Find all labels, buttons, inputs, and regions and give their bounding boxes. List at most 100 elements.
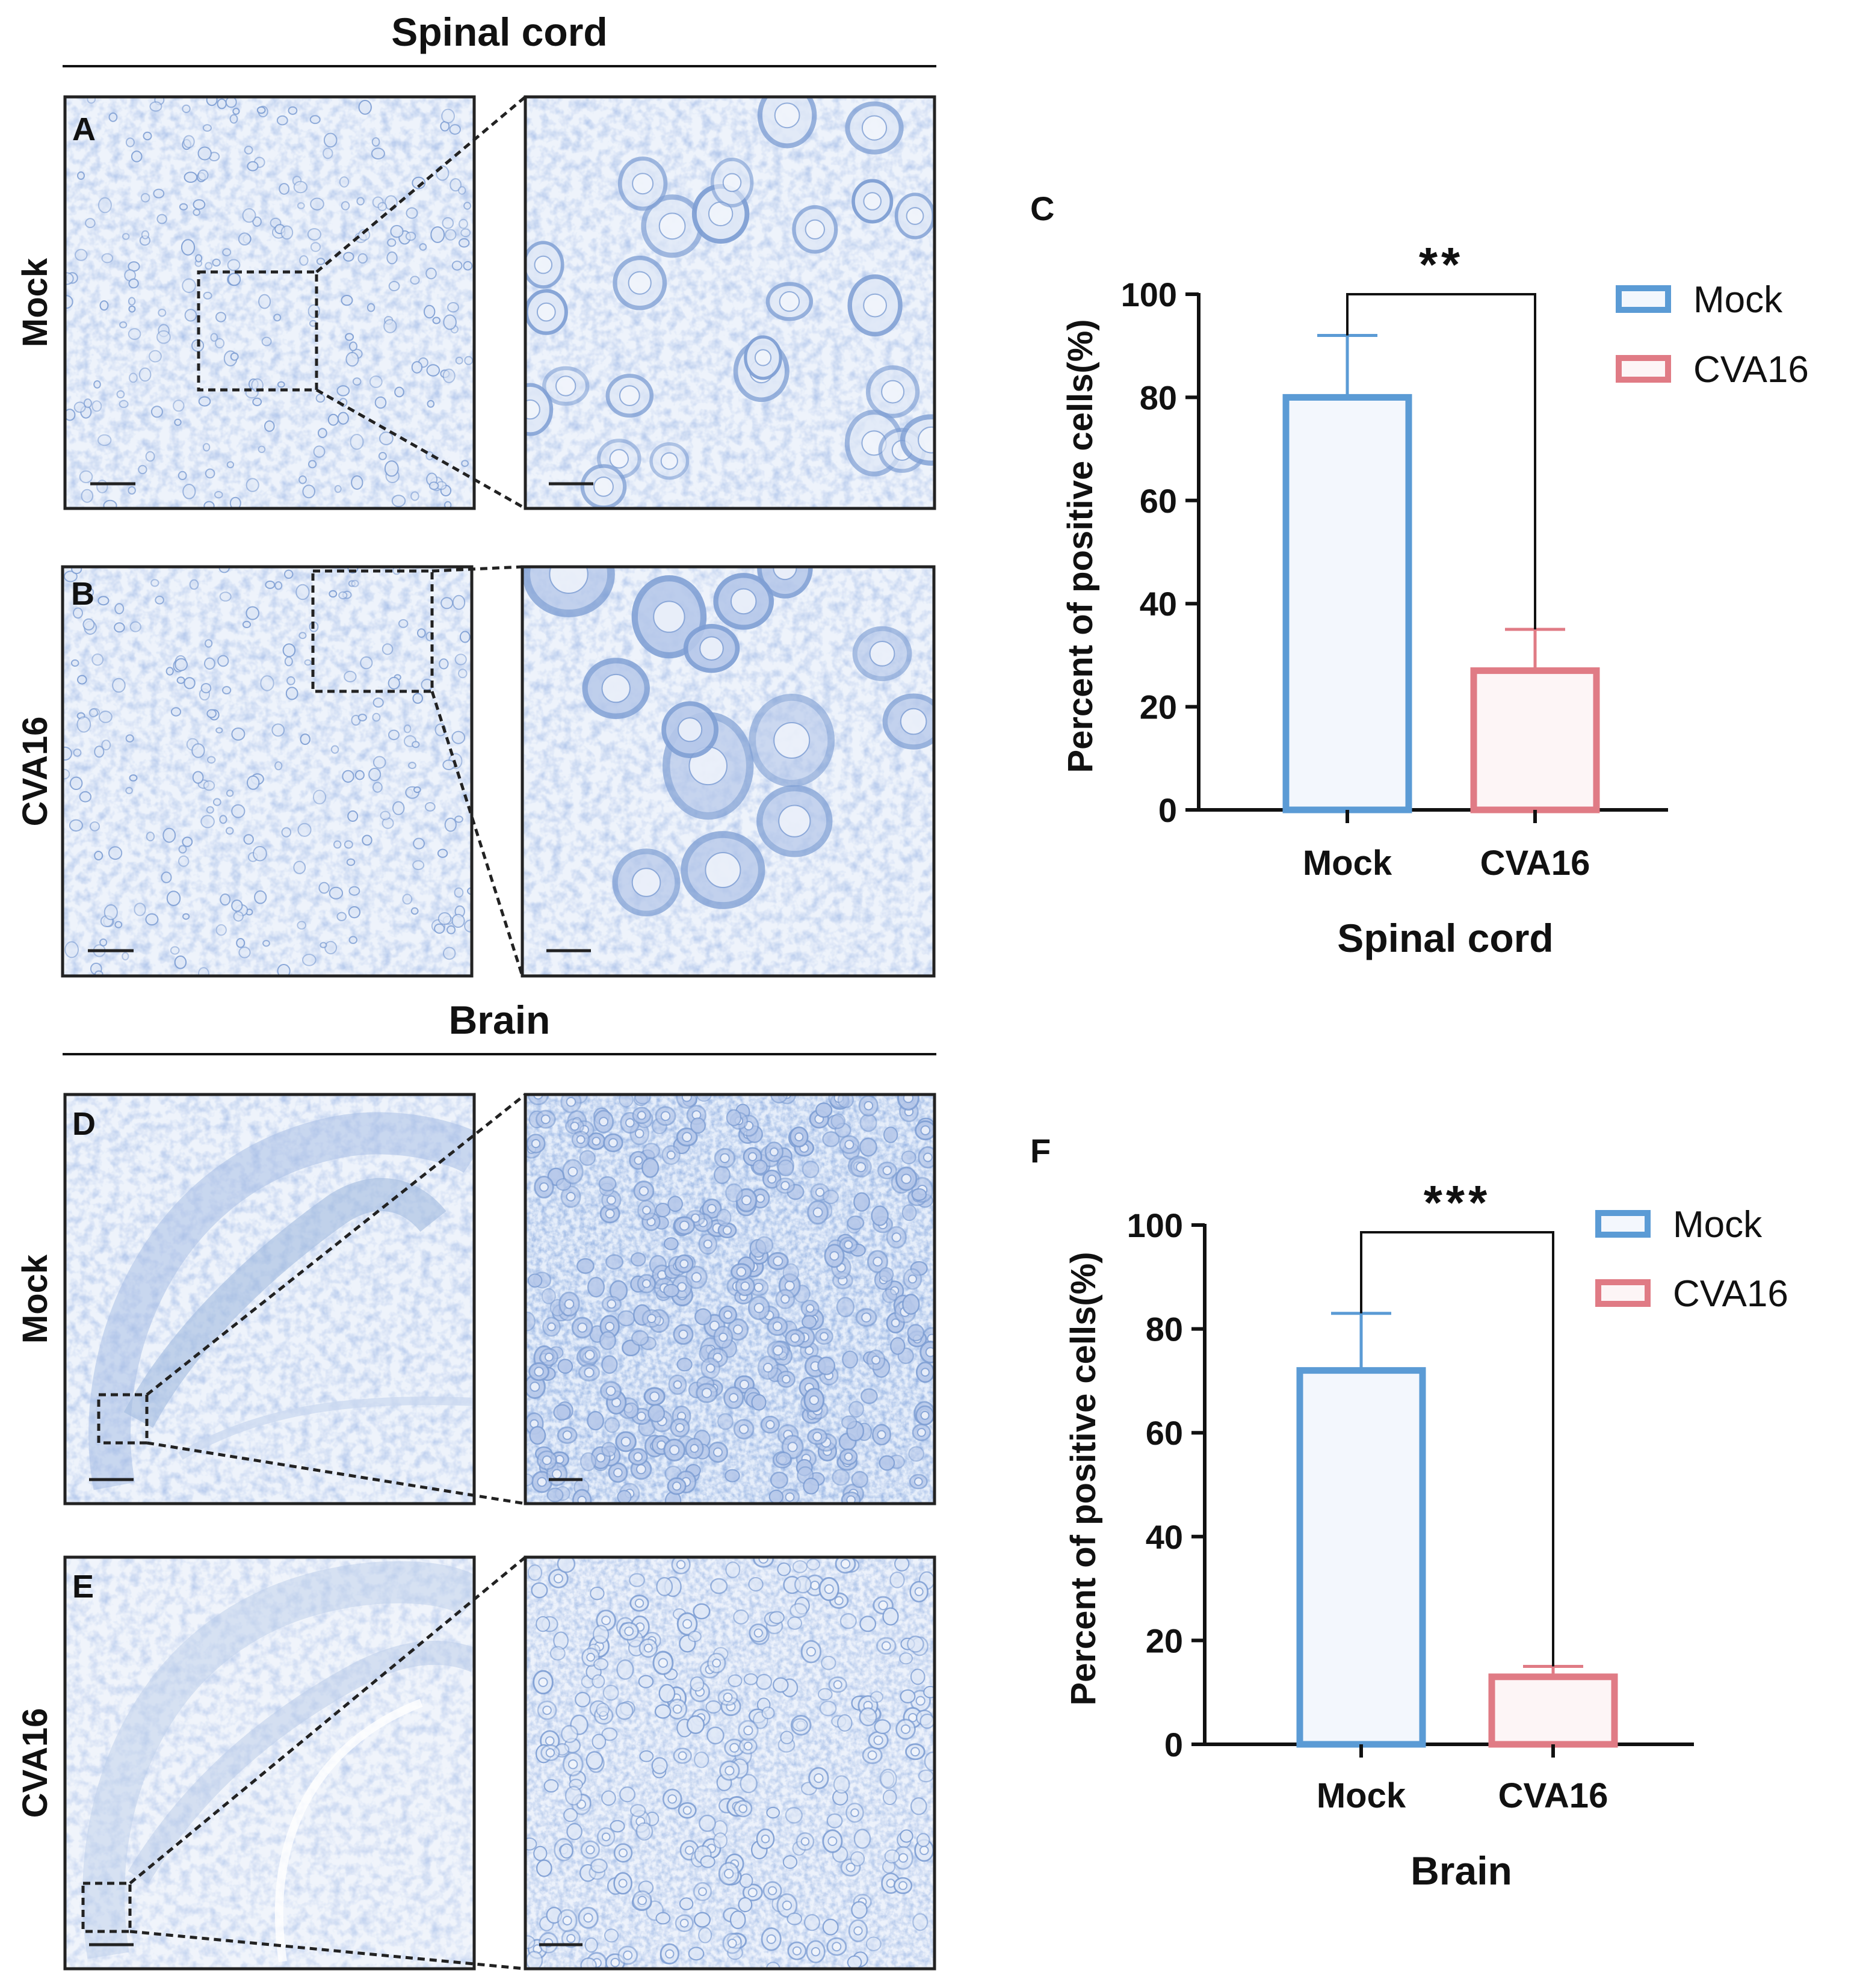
cell [193, 208, 201, 216]
cell [563, 1808, 578, 1823]
cell [87, 97, 96, 104]
cell-nucleus [768, 1886, 777, 1895]
cell-nucleus [634, 1598, 644, 1608]
cell [717, 1413, 734, 1430]
panel-e-zoom-line-bottom [129, 1930, 526, 1971]
cell [327, 413, 339, 426]
cell [76, 716, 91, 733]
cell [412, 693, 424, 704]
cell [459, 218, 468, 229]
cell [198, 967, 209, 976]
cell [202, 443, 211, 452]
cell [128, 305, 136, 313]
cell-nucleus [555, 375, 576, 397]
cell-nucleus [800, 1837, 810, 1846]
cell [79, 470, 93, 484]
cell-nucleus [882, 1165, 892, 1176]
cell [688, 1946, 705, 1961]
cell [204, 657, 215, 670]
cell [277, 964, 291, 976]
cell [566, 1823, 582, 1841]
y-tick-label: 100 [1121, 276, 1177, 313]
cell-nucleus [787, 1442, 798, 1452]
chart-c: C 0 20 40 60 80 100 Percent of positive cells(%… [1030, 190, 1809, 960]
cell [837, 1094, 854, 1108]
cell [346, 858, 356, 866]
cell [596, 1702, 610, 1717]
cell-nucleus [921, 1368, 930, 1377]
cell-nucleus [601, 1616, 611, 1626]
cell [908, 1446, 925, 1462]
cell [302, 954, 317, 966]
cell [454, 815, 463, 823]
cell [348, 906, 361, 919]
cell-nucleus [682, 1806, 692, 1815]
cell-nucleus [676, 1560, 686, 1570]
y-tick-label: 40 [1146, 1518, 1183, 1556]
cell [279, 183, 290, 195]
cell [215, 924, 227, 936]
cell-nucleus [840, 1558, 851, 1569]
cell [773, 1677, 789, 1693]
cell [411, 361, 423, 374]
cell [460, 228, 471, 238]
cell [165, 667, 174, 676]
cell [122, 952, 129, 961]
cell-nucleus [707, 1204, 717, 1214]
cell-nucleus [637, 1895, 647, 1906]
cell [315, 394, 326, 403]
cell [434, 923, 445, 934]
cell-nucleus [705, 1363, 715, 1373]
cell [464, 356, 474, 365]
cell [103, 499, 117, 508]
y-tick-label: 40 [1140, 585, 1177, 623]
cell [383, 319, 397, 333]
cell [787, 1616, 802, 1630]
cell [408, 762, 416, 770]
cell [461, 460, 469, 468]
cell [656, 1576, 673, 1596]
cell [348, 886, 360, 896]
cell [293, 860, 306, 874]
cell [851, 1901, 868, 1919]
cell-nucleus [722, 1226, 732, 1235]
cell [149, 101, 162, 112]
cell [752, 1159, 768, 1175]
cell [890, 1337, 906, 1355]
cell-nucleus [741, 1195, 752, 1206]
cell-nucleus [792, 1946, 802, 1956]
cell [309, 115, 321, 125]
cell-nucleus [805, 219, 826, 239]
cell-nucleus [914, 1587, 924, 1596]
cell [901, 1150, 916, 1164]
panel-b-zoom-neurons [522, 567, 934, 916]
cell [298, 632, 307, 640]
cell [339, 176, 350, 188]
cell [655, 1912, 670, 1925]
cell [580, 1957, 597, 1969]
cell-nucleus [773, 1345, 783, 1356]
cell [777, 1562, 791, 1576]
cell [170, 707, 182, 717]
cell-nucleus [637, 1111, 646, 1120]
cell [455, 356, 463, 365]
cell [694, 1752, 709, 1768]
cell [360, 656, 373, 670]
cell [247, 775, 260, 790]
cell [128, 328, 141, 340]
cell-nucleus [738, 1424, 749, 1434]
cell [699, 1814, 716, 1832]
cell [901, 1204, 917, 1221]
cell [77, 171, 85, 180]
cell-nucleus [763, 1362, 773, 1373]
legend-label: CVA16 [1673, 1273, 1788, 1315]
panel-e-zoom-line-top [129, 1556, 527, 1885]
cell-nucleus [900, 708, 927, 735]
cell-nucleus [724, 1868, 734, 1879]
bar [1282, 394, 1412, 813]
significance-bracket [1360, 1231, 1554, 1667]
cell [206, 709, 217, 718]
cell-nucleus [525, 399, 540, 420]
cell [341, 295, 353, 306]
cell [599, 1331, 616, 1350]
